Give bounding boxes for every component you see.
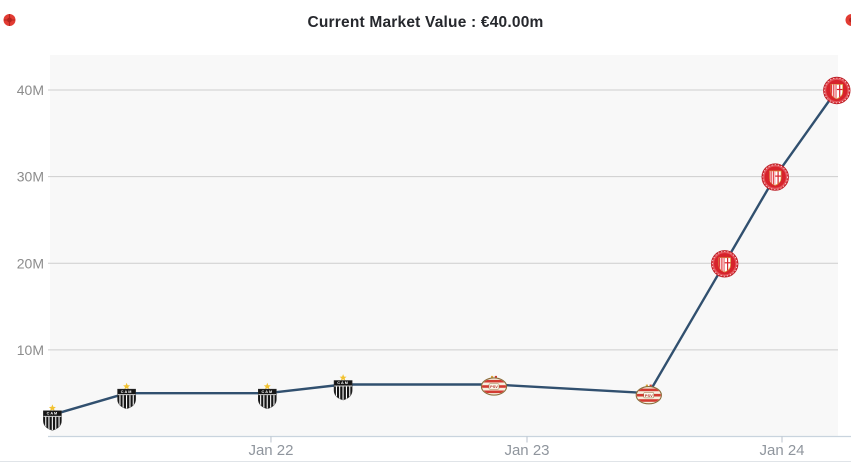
bottom-divider — [0, 461, 851, 462]
y-axis-label: 10M — [17, 342, 44, 358]
svg-text:CAM: CAM — [261, 390, 273, 394]
marker-girona-fc[interactable] — [711, 250, 739, 278]
red-logo-fragment-left — [3, 14, 16, 26]
marker-atletico-mineiro[interactable]: CAM — [43, 404, 62, 431]
svg-text:CAM: CAM — [47, 411, 59, 415]
x-axis-label: Jan 23 — [504, 442, 549, 459]
y-axis-label: 40M — [17, 82, 44, 98]
marker-atletico-mineiro[interactable]: CAM — [257, 382, 277, 410]
marker-psv-eindhoven[interactable]: PSV — [480, 375, 508, 396]
x-axis-label: Jan 22 — [248, 442, 293, 459]
star-icon — [263, 382, 271, 390]
x-axis-label: Jan 24 — [759, 442, 804, 459]
marker-girona-fc[interactable] — [823, 76, 851, 105]
chart-title: Current Market Value : €40.00m — [307, 14, 544, 31]
svg-text:PSV: PSV — [490, 384, 498, 389]
svg-text:PSV: PSV — [645, 393, 653, 398]
marker-girona-fc[interactable] — [761, 163, 789, 191]
marker-atletico-mineiro[interactable]: CAM — [117, 382, 136, 410]
star-icon — [123, 382, 131, 390]
svg-text:CAM: CAM — [121, 390, 133, 394]
y-axis-label: 20M — [17, 255, 44, 271]
y-axis-label: 30M — [17, 169, 44, 185]
marker-psv-eindhoven[interactable]: PSV — [635, 384, 662, 405]
marker-atletico-mineiro[interactable]: CAM — [333, 374, 353, 401]
star-icon — [48, 404, 56, 411]
svg-text:CAM: CAM — [337, 381, 349, 385]
star-icon — [339, 374, 347, 381]
plot-area[interactable] — [50, 55, 838, 437]
